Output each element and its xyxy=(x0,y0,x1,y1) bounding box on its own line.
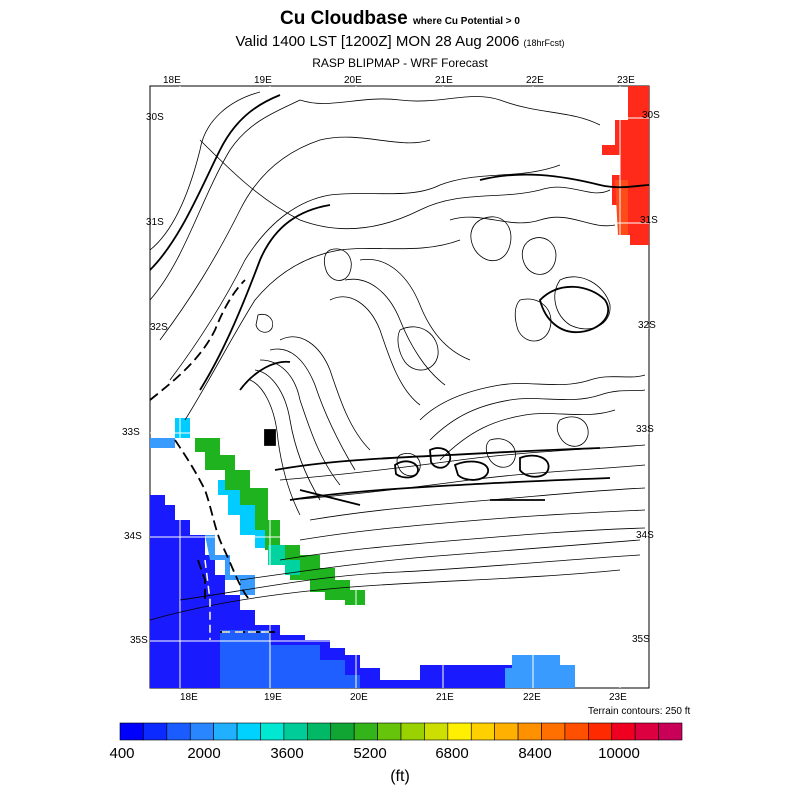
colorbar-swatch xyxy=(119,722,144,741)
colorbar-swatch xyxy=(611,722,636,741)
colorbar-swatch xyxy=(470,722,495,741)
model-name: RASP BLIPMAP - WRF Forecast xyxy=(312,56,488,70)
lon-label-bottom-18e: 18E xyxy=(180,692,198,703)
lat-label-left-33s: 33S xyxy=(122,427,140,438)
lon-label-bottom-23e: 23E xyxy=(609,692,627,703)
colorbar-label: 10000 xyxy=(598,745,640,762)
colorbar-swatch xyxy=(213,722,238,741)
colorbar-swatch xyxy=(283,722,308,741)
colorbar-swatch xyxy=(143,722,168,741)
colorbar-label: 8400 xyxy=(518,745,552,762)
colorbar-swatch xyxy=(541,722,566,741)
colorbar-swatch xyxy=(424,722,449,741)
graticule xyxy=(150,86,649,688)
cloudbase-blue-region xyxy=(150,418,575,688)
map-title: Cu Cloudbase where Cu Potential > 0 xyxy=(280,8,520,29)
colorbar-label: 6800 xyxy=(435,745,469,762)
colorbar-units: (ft) xyxy=(390,768,410,785)
lon-label-top-20e: 20E xyxy=(344,75,362,86)
colorbar-label: 400 xyxy=(109,745,135,762)
lat-label-right-34s: 34S xyxy=(636,530,654,541)
title-qualifier: where Cu Potential > 0 xyxy=(413,16,520,27)
lon-label-bottom-20e: 20E xyxy=(350,692,368,703)
lat-label-right-33s: 33S xyxy=(636,424,654,435)
lat-label-right-32s: 32S xyxy=(638,320,656,331)
colorbar-swatch xyxy=(189,722,214,741)
colorbar-label: 5200 xyxy=(353,745,387,762)
colorbar-swatch xyxy=(564,722,589,741)
lat-label-right-31s: 31S xyxy=(640,215,658,226)
lat-label-right-30s: 30S xyxy=(642,110,660,121)
lon-label-top-19e: 19E xyxy=(254,75,272,86)
colorbar-swatch xyxy=(588,722,613,741)
terrain-note: Terrain contours: 250 ft xyxy=(588,706,691,717)
colorbar-swatch xyxy=(517,722,542,741)
lon-label-top-23e: 23E xyxy=(617,75,635,86)
map-frame xyxy=(149,85,650,689)
colorbar-swatch xyxy=(307,722,332,741)
lon-label-top-22e: 22E xyxy=(526,75,544,86)
lat-label-left-32s: 32S xyxy=(150,322,168,333)
colorbar-swatch xyxy=(658,722,683,741)
lat-label-left-31s: 31S xyxy=(146,217,164,228)
lon-label-bottom-19e: 19E xyxy=(264,692,282,703)
lon-label-top-18e: 18E xyxy=(163,75,181,86)
colorbar-swatch xyxy=(353,722,378,741)
colorbar-swatch xyxy=(260,722,285,741)
colorbar-swatch xyxy=(447,722,472,741)
lat-label-left-30s: 30S xyxy=(146,112,164,123)
colorbar xyxy=(119,722,683,741)
colorbar-label: 2000 xyxy=(187,745,221,762)
lon-label-bottom-21e: 21E xyxy=(436,692,454,703)
colorbar-swatch xyxy=(377,722,402,741)
colorbar-swatch xyxy=(166,722,191,741)
colorbar-swatch xyxy=(330,722,355,741)
lat-label-left-35s: 35S xyxy=(130,635,148,646)
terrain-contours-bold xyxy=(149,94,650,506)
colorbar-swatch xyxy=(236,722,261,741)
lon-label-top-21e: 21E xyxy=(435,75,453,86)
cloudbase-green-region xyxy=(195,438,365,605)
colorbar-swatch xyxy=(634,722,659,741)
valid-time: Valid 1400 LST [1200Z] MON 28 Aug 2006 (… xyxy=(235,33,565,50)
cloudbase-red-region xyxy=(602,86,649,245)
lon-label-bottom-22e: 22E xyxy=(523,692,541,703)
colorbar-swatch xyxy=(494,722,519,741)
colorbar-swatch xyxy=(400,722,425,741)
colorbar-label: 3600 xyxy=(270,745,304,762)
lat-label-right-35s: 35S xyxy=(632,634,650,645)
coastline-inland xyxy=(204,559,272,640)
lat-label-left-34s: 34S xyxy=(124,531,142,542)
forecast-hour: (18hrFcst) xyxy=(523,38,565,48)
